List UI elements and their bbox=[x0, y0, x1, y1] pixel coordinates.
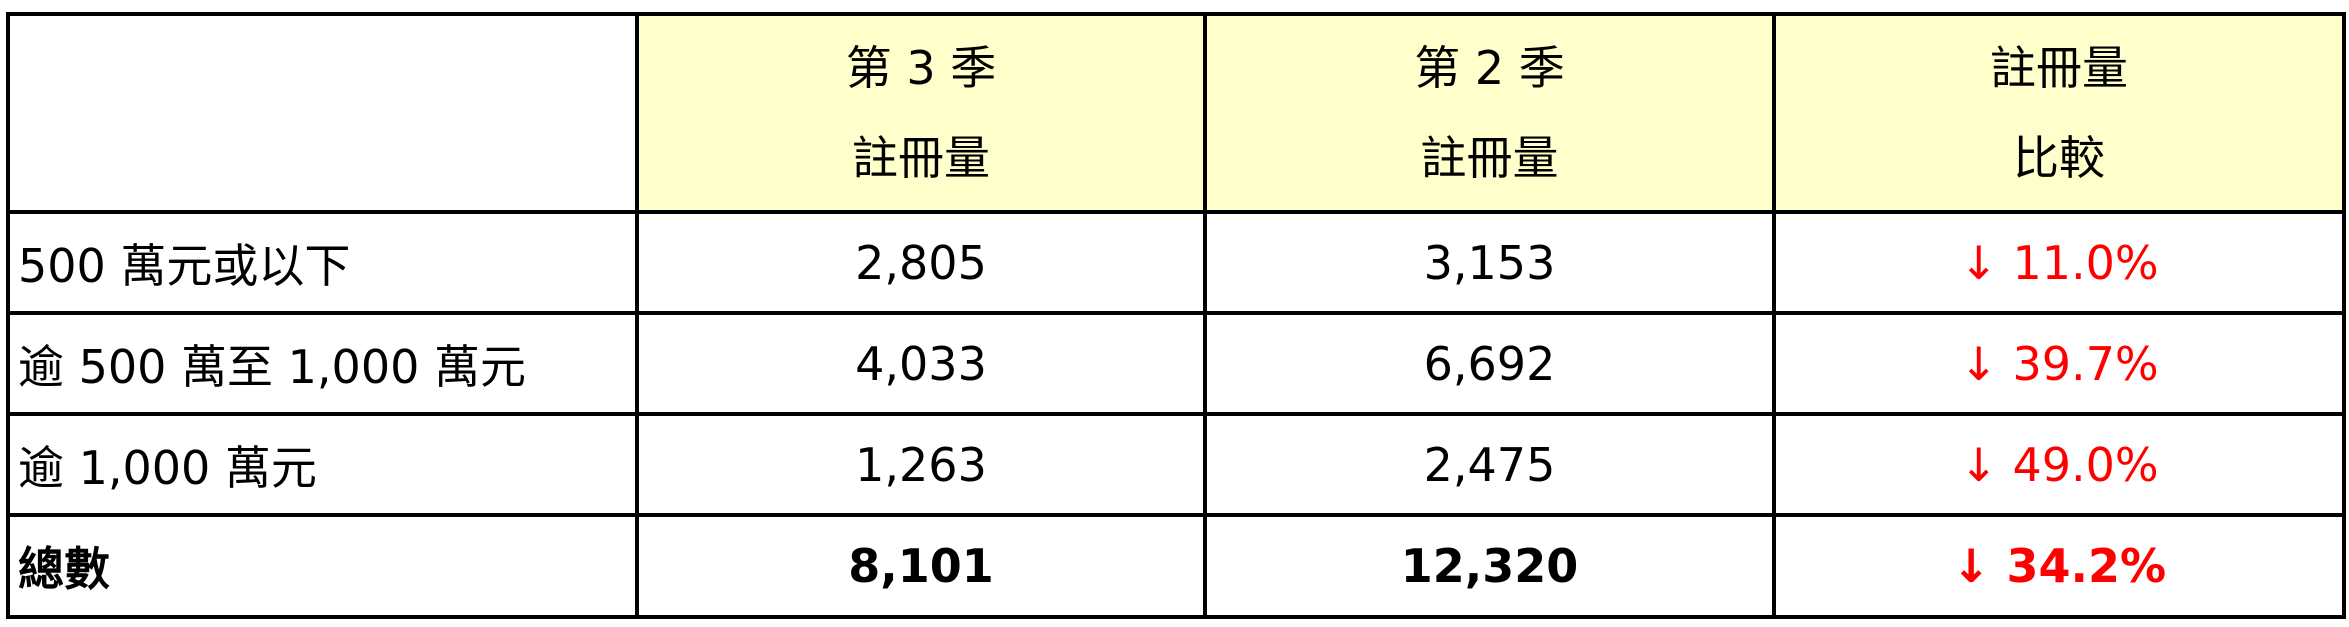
total-change: ↓ 34.2% bbox=[1772, 513, 2346, 619]
row-label: 逾 500 萬至 1,000 萬元 bbox=[6, 311, 639, 416]
total-q3: 8,101 bbox=[635, 513, 1207, 619]
q3-value: 2,805 bbox=[635, 210, 1207, 315]
header-blank bbox=[6, 12, 639, 214]
header-change: 註冊量 比較 bbox=[1772, 12, 2346, 214]
change-value: ↓ 49.0% bbox=[1772, 412, 2346, 517]
total-row: 總數 8,101 12,320 ↓ 34.2% bbox=[6, 513, 2346, 619]
q3-value: 1,263 bbox=[635, 412, 1207, 517]
change-value: ↓ 39.7% bbox=[1772, 311, 2346, 416]
q3-value: 4,033 bbox=[635, 311, 1207, 416]
registration-table: 第 3 季註冊量 第 2 季註冊量 註冊量 比較 500 萬元或以下 2,805 … bbox=[6, 12, 2346, 619]
total-q2: 12,320 bbox=[1203, 513, 1776, 619]
row-label: 500 萬元或以下 bbox=[6, 210, 639, 315]
table-row: 500 萬元或以下 2,805 3,153 ↓ 11.0% bbox=[6, 210, 2346, 315]
row-label: 逾 1,000 萬元 bbox=[6, 412, 639, 517]
change-value: ↓ 11.0% bbox=[1772, 210, 2346, 315]
header-q2: 第 2 季註冊量 bbox=[1203, 12, 1776, 214]
total-label: 總數 bbox=[6, 513, 639, 619]
table-row: 逾 1,000 萬元 1,263 2,475 ↓ 49.0% bbox=[6, 412, 2346, 517]
header-row: 第 3 季註冊量 第 2 季註冊量 註冊量 比較 bbox=[6, 12, 2346, 214]
header-q3-line2: 註冊量 bbox=[852, 131, 990, 185]
header-change-line1: 註冊量 bbox=[1990, 41, 2128, 95]
table-row: 逾 500 萬至 1,000 萬元 4,033 6,692 ↓ 39.7% bbox=[6, 311, 2346, 416]
q2-value: 2,475 bbox=[1203, 412, 1776, 517]
q2-value: 6,692 bbox=[1203, 311, 1776, 416]
header-q3-line1: 第 3 季 bbox=[845, 41, 997, 95]
header-q2-line1: 第 2 季 bbox=[1414, 41, 1565, 95]
q2-value: 3,153 bbox=[1203, 210, 1776, 315]
header-q2-line2: 註冊量 bbox=[1420, 131, 1559, 185]
header-change-line2: 比較 bbox=[2013, 131, 2105, 185]
header-q3: 第 3 季註冊量 bbox=[635, 12, 1207, 214]
